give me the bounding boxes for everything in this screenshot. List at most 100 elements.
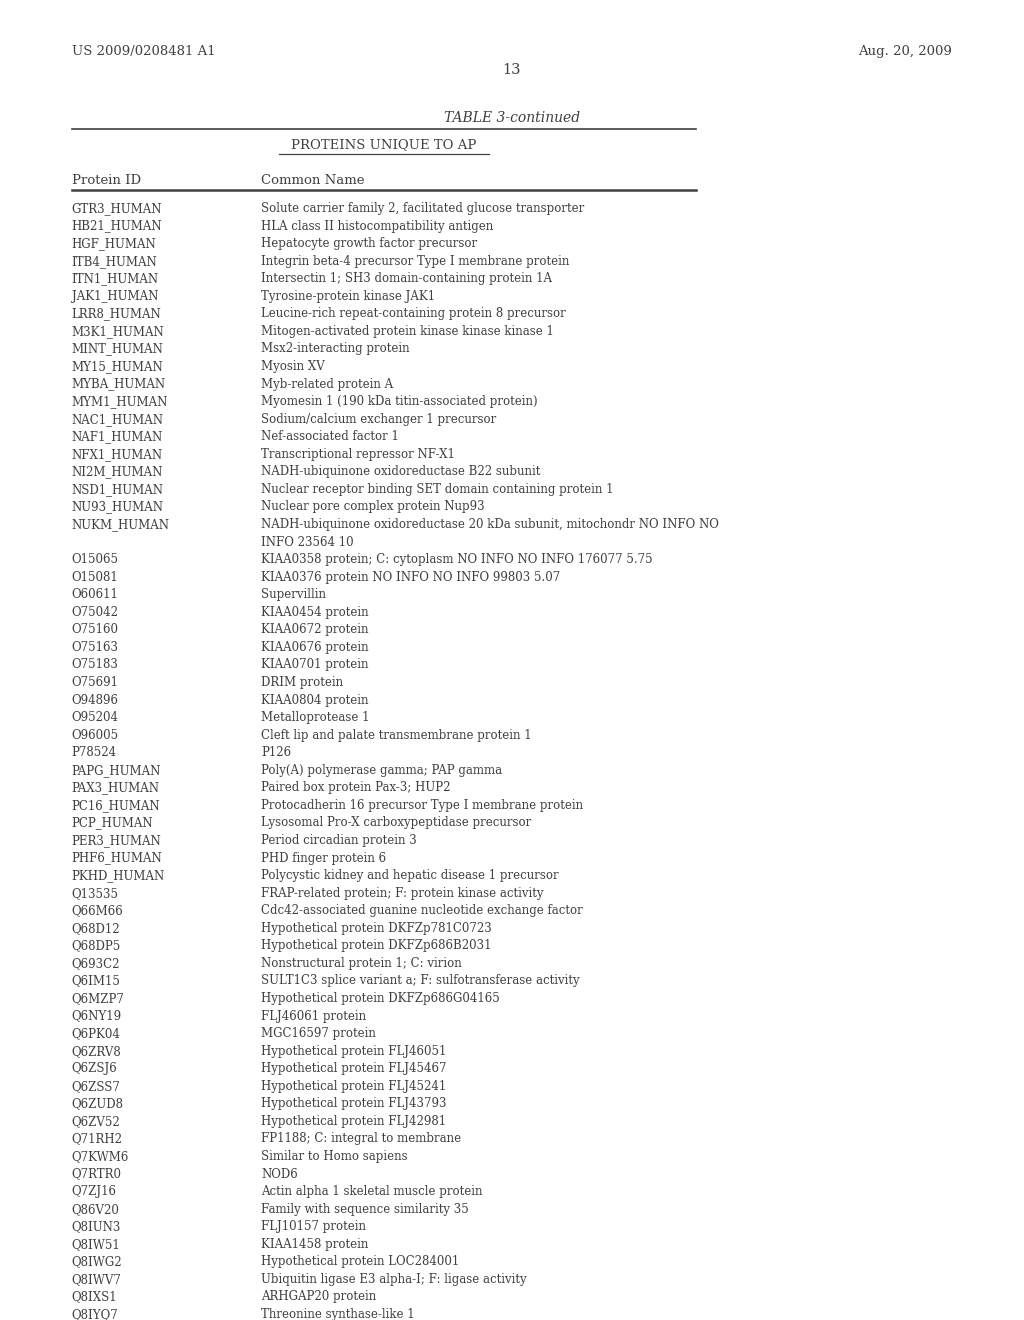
Text: KIAA0676 protein: KIAA0676 protein — [261, 640, 369, 653]
Text: Family with sequence similarity 35: Family with sequence similarity 35 — [261, 1203, 469, 1216]
Text: O75691: O75691 — [72, 676, 119, 689]
Text: Sodium/calcium exchanger 1 precursor: Sodium/calcium exchanger 1 precursor — [261, 413, 497, 425]
Text: MYM1_HUMAN: MYM1_HUMAN — [72, 395, 168, 408]
Text: Q86V20: Q86V20 — [72, 1203, 120, 1216]
Text: PHD finger protein 6: PHD finger protein 6 — [261, 851, 386, 865]
Text: PCP_HUMAN: PCP_HUMAN — [72, 816, 154, 829]
Text: PER3_HUMAN: PER3_HUMAN — [72, 834, 162, 847]
Text: DRIM protein: DRIM protein — [261, 676, 343, 689]
Text: KIAA0376 protein NO INFO NO INFO 99803 5.07: KIAA0376 protein NO INFO NO INFO 99803 5… — [261, 570, 560, 583]
Text: Hypothetical protein FLJ42981: Hypothetical protein FLJ42981 — [261, 1115, 446, 1127]
Text: PAX3_HUMAN: PAX3_HUMAN — [72, 781, 160, 795]
Text: NSD1_HUMAN: NSD1_HUMAN — [72, 483, 164, 496]
Text: Paired box protein Pax-3; HUP2: Paired box protein Pax-3; HUP2 — [261, 781, 451, 795]
Text: MYBA_HUMAN: MYBA_HUMAN — [72, 378, 166, 391]
Text: NUKM_HUMAN: NUKM_HUMAN — [72, 517, 170, 531]
Text: Common Name: Common Name — [261, 174, 365, 187]
Text: KIAA0358 protein; C: cytoplasm NO INFO NO INFO 176077 5.75: KIAA0358 protein; C: cytoplasm NO INFO N… — [261, 553, 652, 566]
Text: Period circadian protein 3: Period circadian protein 3 — [261, 834, 417, 847]
Text: HGF_HUMAN: HGF_HUMAN — [72, 238, 157, 249]
Text: FLJ10157 protein: FLJ10157 protein — [261, 1220, 367, 1233]
Text: FLJ46061 protein: FLJ46061 protein — [261, 1010, 367, 1023]
Text: Ubiquitin ligase E3 alpha-I; F: ligase activity: Ubiquitin ligase E3 alpha-I; F: ligase a… — [261, 1272, 526, 1286]
Text: LRR8_HUMAN: LRR8_HUMAN — [72, 308, 162, 321]
Text: Q71RH2: Q71RH2 — [72, 1133, 123, 1146]
Text: Myb-related protein A: Myb-related protein A — [261, 378, 393, 391]
Text: O75183: O75183 — [72, 659, 119, 672]
Text: Q8IWV7: Q8IWV7 — [72, 1272, 122, 1286]
Text: Poly(A) polymerase gamma; PAP gamma: Poly(A) polymerase gamma; PAP gamma — [261, 764, 502, 776]
Text: Similar to Homo sapiens: Similar to Homo sapiens — [261, 1150, 408, 1163]
Text: Q7KWM6: Q7KWM6 — [72, 1150, 129, 1163]
Text: Q6NY19: Q6NY19 — [72, 1010, 122, 1023]
Text: O75163: O75163 — [72, 640, 119, 653]
Text: Q6IM15: Q6IM15 — [72, 974, 121, 987]
Text: NAC1_HUMAN: NAC1_HUMAN — [72, 413, 164, 425]
Text: PKHD_HUMAN: PKHD_HUMAN — [72, 869, 165, 882]
Text: Hypothetical protein FLJ45241: Hypothetical protein FLJ45241 — [261, 1080, 446, 1093]
Text: MY15_HUMAN: MY15_HUMAN — [72, 360, 164, 374]
Text: Hypothetical protein LOC284001: Hypothetical protein LOC284001 — [261, 1255, 460, 1269]
Text: FP1188; C: integral to membrane: FP1188; C: integral to membrane — [261, 1133, 461, 1146]
Text: Q6PK04: Q6PK04 — [72, 1027, 121, 1040]
Text: NU93_HUMAN: NU93_HUMAN — [72, 500, 164, 513]
Text: O75160: O75160 — [72, 623, 119, 636]
Text: ITB4_HUMAN: ITB4_HUMAN — [72, 255, 158, 268]
Text: MGC16597 protein: MGC16597 protein — [261, 1027, 376, 1040]
Text: Cdc42-associated guanine nucleotide exchange factor: Cdc42-associated guanine nucleotide exch… — [261, 904, 583, 917]
Text: Integrin beta-4 precursor Type I membrane protein: Integrin beta-4 precursor Type I membran… — [261, 255, 569, 268]
Text: Q6ZSJ6: Q6ZSJ6 — [72, 1063, 118, 1076]
Text: ARHGAP20 protein: ARHGAP20 protein — [261, 1291, 377, 1303]
Text: Hypothetical protein FLJ46051: Hypothetical protein FLJ46051 — [261, 1044, 446, 1057]
Text: KIAA0672 protein: KIAA0672 protein — [261, 623, 369, 636]
Text: Nuclear receptor binding SET domain containing protein 1: Nuclear receptor binding SET domain cont… — [261, 483, 613, 496]
Text: Q68DP5: Q68DP5 — [72, 940, 121, 952]
Text: Myosin XV: Myosin XV — [261, 360, 325, 374]
Text: P78524: P78524 — [72, 746, 117, 759]
Text: Tyrosine-protein kinase JAK1: Tyrosine-protein kinase JAK1 — [261, 289, 435, 302]
Text: O94896: O94896 — [72, 693, 119, 706]
Text: O15081: O15081 — [72, 570, 119, 583]
Text: NAF1_HUMAN: NAF1_HUMAN — [72, 430, 163, 444]
Text: Protein ID: Protein ID — [72, 174, 141, 187]
Text: HB21_HUMAN: HB21_HUMAN — [72, 219, 163, 232]
Text: Q8IWG2: Q8IWG2 — [72, 1255, 122, 1269]
Text: US 2009/0208481 A1: US 2009/0208481 A1 — [72, 45, 215, 58]
Text: Myomesin 1 (190 kDa titin-associated protein): Myomesin 1 (190 kDa titin-associated pro… — [261, 395, 538, 408]
Text: Q693C2: Q693C2 — [72, 957, 120, 970]
Text: INFO 23564 10: INFO 23564 10 — [261, 536, 353, 549]
Text: FRAP-related protein; F: protein kinase activity: FRAP-related protein; F: protein kinase … — [261, 887, 544, 900]
Text: Q13535: Q13535 — [72, 887, 119, 900]
Text: Hypothetical protein FLJ43793: Hypothetical protein FLJ43793 — [261, 1097, 446, 1110]
Text: JAK1_HUMAN: JAK1_HUMAN — [72, 289, 158, 302]
Text: Hypothetical protein DKFZp781C0723: Hypothetical protein DKFZp781C0723 — [261, 921, 492, 935]
Text: KIAA0804 protein: KIAA0804 protein — [261, 693, 369, 706]
Text: Q6ZUD8: Q6ZUD8 — [72, 1097, 124, 1110]
Text: Q7ZJ16: Q7ZJ16 — [72, 1185, 117, 1199]
Text: SULT1C3 splice variant a; F: sulfotransferase activity: SULT1C3 splice variant a; F: sulfotransf… — [261, 974, 580, 987]
Text: Q7RTR0: Q7RTR0 — [72, 1167, 122, 1180]
Text: Metalloprotease 1: Metalloprotease 1 — [261, 711, 370, 725]
Text: Mitogen-activated protein kinase kinase kinase 1: Mitogen-activated protein kinase kinase … — [261, 325, 554, 338]
Text: Leucine-rich repeat-containing protein 8 precursor: Leucine-rich repeat-containing protein 8… — [261, 308, 566, 321]
Text: NFX1_HUMAN: NFX1_HUMAN — [72, 447, 163, 461]
Text: Actin alpha 1 skeletal muscle protein: Actin alpha 1 skeletal muscle protein — [261, 1185, 482, 1199]
Text: P126: P126 — [261, 746, 291, 759]
Text: Nef-associated factor 1: Nef-associated factor 1 — [261, 430, 399, 444]
Text: Q6ZRV8: Q6ZRV8 — [72, 1044, 122, 1057]
Text: Threonine synthase-like 1: Threonine synthase-like 1 — [261, 1308, 415, 1320]
Text: Q68D12: Q68D12 — [72, 921, 120, 935]
Text: Cleft lip and palate transmembrane protein 1: Cleft lip and palate transmembrane prote… — [261, 729, 531, 742]
Text: 13: 13 — [503, 63, 521, 78]
Text: Q8IUN3: Q8IUN3 — [72, 1220, 121, 1233]
Text: Hypothetical protein DKFZp686B2031: Hypothetical protein DKFZp686B2031 — [261, 940, 492, 952]
Text: Intersectin 1; SH3 domain-containing protein 1A: Intersectin 1; SH3 domain-containing pro… — [261, 272, 552, 285]
Text: Protocadherin 16 precursor Type I membrane protein: Protocadherin 16 precursor Type I membra… — [261, 799, 584, 812]
Text: O60611: O60611 — [72, 589, 119, 601]
Text: Q8IYQ7: Q8IYQ7 — [72, 1308, 119, 1320]
Text: PAPG_HUMAN: PAPG_HUMAN — [72, 764, 161, 776]
Text: Hypothetical protein FLJ45467: Hypothetical protein FLJ45467 — [261, 1063, 446, 1076]
Text: Nonstructural protein 1; C: virion: Nonstructural protein 1; C: virion — [261, 957, 462, 970]
Text: PHF6_HUMAN: PHF6_HUMAN — [72, 851, 163, 865]
Text: NADH-ubiquinone oxidoreductase 20 kDa subunit, mitochondr NO INFO NO: NADH-ubiquinone oxidoreductase 20 kDa su… — [261, 517, 719, 531]
